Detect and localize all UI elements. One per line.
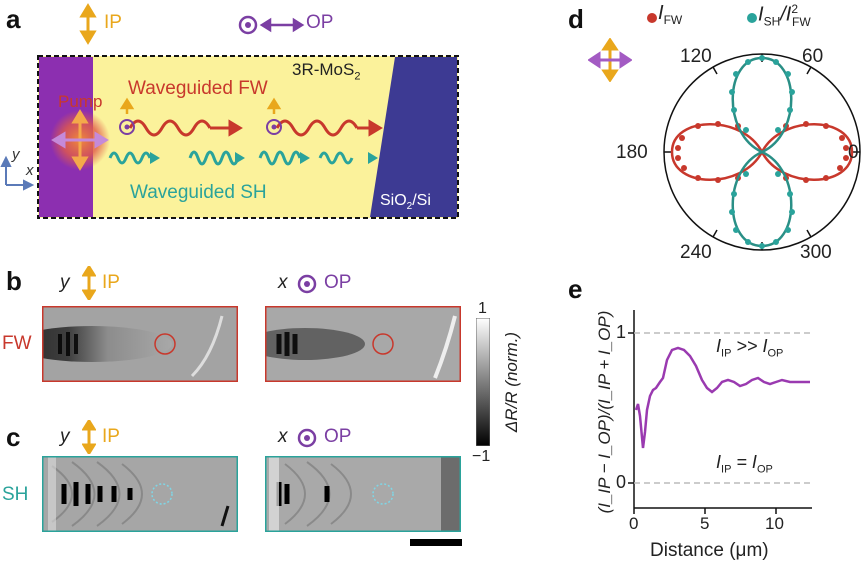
e-ytick-1: 1 [616,322,627,342]
e-ylabel: (I_IP − I_OP)/(I_IP + I_OP) [595,310,614,514]
sh-op-map [265,456,461,532]
sh-row-label: SH [2,484,29,505]
sh-wave [108,150,354,166]
c-left-ip-icon [82,420,96,454]
panel-e-plot [628,310,812,514]
ip-arrow-icon [79,3,97,45]
colorbar-max: 1 [478,300,487,317]
legend-sh: ISH/I2FW [758,2,811,29]
pump-label: Pump [58,92,103,111]
c-right-axis: x [278,426,288,447]
c-right-op-icon [297,428,317,448]
panel-a-diagram [0,3,459,219]
material-label: 3R-MoS2 [292,60,361,83]
sh-polar-curve [731,56,793,248]
panel-c-letter: c [6,422,21,452]
angle-240: 240 [680,242,712,263]
panel-d-legend-dots [647,13,757,23]
c-left-pol: IP [102,426,120,447]
fw-op-map [265,306,461,382]
waveguided-sh-label: Waveguided SH [130,182,267,203]
axes-icon [0,155,35,191]
e-xtick-10: 10 [765,514,784,533]
fw-op-marker [119,119,282,135]
ip-label: IP [104,12,122,33]
e-xtick-5: 5 [700,514,710,533]
e-xtick-0: 0 [629,514,639,533]
fw-ip-map [42,306,238,382]
colorbar-min: −1 [472,448,491,465]
e-ytick-0: 0 [616,472,627,492]
panel-d-letter: d [568,4,584,34]
substrate-region [370,57,457,217]
fw-wave [128,119,359,137]
angle-0: 0 [848,142,859,163]
waveguided-fw-label: Waveguided FW [128,78,268,99]
legend-fw: IFW [658,2,683,27]
b-right-op-icon [297,274,317,294]
substrate-label: SiO2/Si [380,192,431,213]
angle-60: 60 [802,46,824,67]
e-annot-bottom: IIP = IOP [716,452,773,476]
b-right-axis: x [278,272,288,293]
sh-polar-points [729,55,795,249]
b-left-ip-icon [82,266,96,300]
d-polarization-icon [588,38,632,82]
axis-y-label: y [12,146,20,163]
e-xlabel: Distance (μm) [650,540,769,561]
panel-b-letter: b [6,266,22,296]
angle-180: 180 [616,142,648,163]
op-icon [238,15,258,35]
b-left-pol: IP [102,272,120,293]
fw-row-label: FW [2,333,32,354]
panel-a-letter: a [6,4,21,34]
sh-ip-map [42,456,238,532]
b-right-pol: OP [324,272,352,293]
panel-e-letter: e [568,274,583,304]
axis-x-label: x [26,162,34,179]
scale-bar [410,539,462,546]
angle-300: 300 [800,242,832,263]
colorbar [476,318,490,446]
op-label: OP [306,12,334,33]
c-left-axis: y [60,426,70,447]
c-right-pol: OP [324,426,352,447]
ratio-curve [634,346,810,449]
polar-plot [663,53,861,251]
b-left-axis: y [60,272,70,293]
e-annot-top: IIP >> IOP [716,336,784,360]
colorbar-label: ΔR/R (norm.) [502,331,521,433]
angle-120: 120 [680,46,712,67]
